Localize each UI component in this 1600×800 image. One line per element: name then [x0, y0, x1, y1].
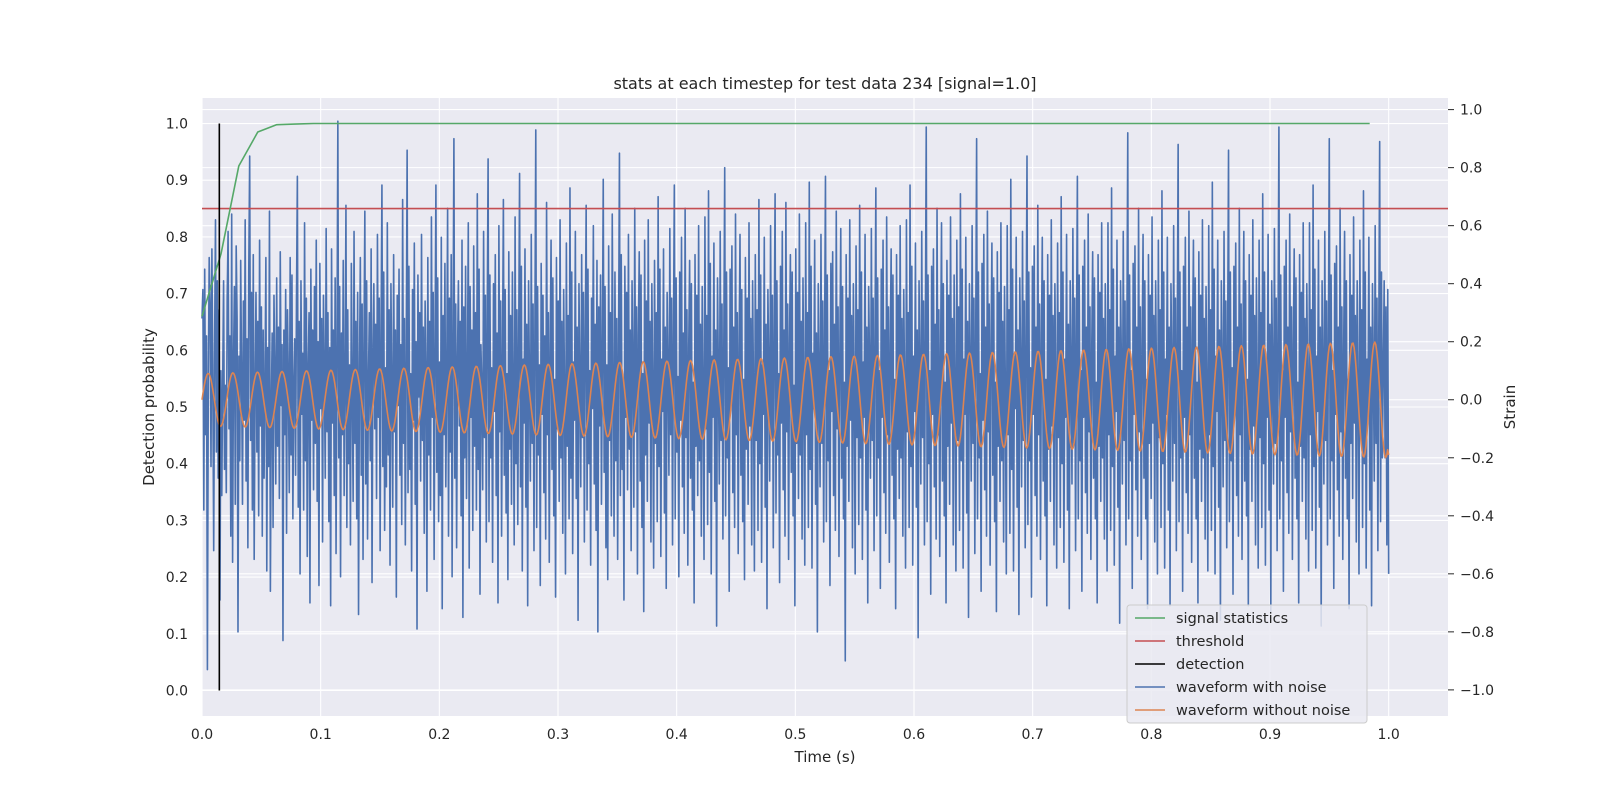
legend-box: [1126, 604, 1368, 724]
x-tick-label: 0.9: [1259, 727, 1281, 743]
y2-tick-label: −0.6: [1460, 567, 1494, 583]
x-tick-label: 0.5: [784, 727, 806, 743]
y2-tick-label: 0.8: [1460, 161, 1482, 177]
legend-item: threshold: [1135, 634, 1244, 650]
y2-tick-label: 0.6: [1460, 219, 1482, 235]
legend-item: waveform with noise: [1135, 680, 1327, 696]
x-tick-label: 0.4: [666, 727, 688, 743]
y-tick-label: 0.9: [166, 173, 188, 189]
legend-item: waveform without noise: [1135, 703, 1350, 719]
y-tick-label: 0.7: [166, 287, 188, 303]
x-tick-label: 0.1: [310, 727, 332, 743]
series-waveform-without-noise: [201, 341, 1390, 459]
y2-axis-ticks: −1.0 −0.8 −0.6 −0.4 −0.2 0.0 0.2 0.4 0.6 0.8 1.0: [1448, 103, 1494, 699]
legend-label: detection: [1176, 657, 1244, 673]
y-tick-label: 0.8: [166, 230, 188, 246]
y-axis-label: Detection probability: [140, 328, 158, 486]
y-tick-label: 0.0: [166, 683, 188, 699]
legend-item: signal statistics: [1135, 611, 1288, 627]
y2-tick-label: 0.2: [1460, 335, 1482, 351]
legend-item: detection: [1135, 657, 1244, 673]
chart-title: stats at each timestep for test data 234…: [613, 74, 1036, 93]
legend: signal statistics threshold detection wa…: [1126, 604, 1368, 724]
y-axis-ticks: 0.0 0.1 0.2 0.3 0.4 0.5 0.6 0.7 0.8 0.9 1.0: [166, 117, 188, 700]
y2-tick-label: 1.0: [1460, 103, 1482, 119]
series-waveform-with-noise: [201, 120, 1390, 671]
series-signal-statistics: [201, 122, 1370, 317]
x-tick-label: 0.3: [547, 727, 569, 743]
y2-tick-label: −0.8: [1460, 625, 1494, 641]
legend-label: waveform with noise: [1176, 680, 1327, 696]
x-axis-label: Time (s): [794, 748, 856, 766]
x-tick-label: 0.0: [191, 727, 213, 743]
x-axis-ticks: 0.0 0.1 0.2 0.3 0.4 0.5 0.6 0.7 0.8 0.9 1.0: [191, 727, 1400, 743]
legend-label: waveform without noise: [1176, 703, 1350, 719]
series-layer: [201, 120, 1448, 691]
y2-tick-label: −0.4: [1460, 509, 1494, 525]
y2-tick-label: 0.4: [1460, 277, 1482, 293]
legend-label: signal statistics: [1176, 611, 1288, 627]
y2-tick-label: 0.0: [1460, 393, 1482, 409]
y-tick-label: 0.1: [166, 627, 188, 643]
y-tick-label: 0.4: [166, 457, 188, 473]
y-tick-label: 0.2: [166, 570, 188, 586]
x-tick-label: 1.0: [1378, 727, 1400, 743]
x-tick-label: 0.7: [1022, 727, 1044, 743]
y2-axis-label: Strain: [1501, 385, 1519, 429]
y-tick-label: 0.6: [166, 343, 188, 359]
y2-tick-label: −1.0: [1460, 683, 1494, 699]
x-tick-label: 0.8: [1140, 727, 1162, 743]
y2-tick-label: −0.2: [1460, 451, 1494, 467]
x-tick-label: 0.6: [903, 727, 925, 743]
legend-label: threshold: [1176, 634, 1244, 650]
x-tick-label: 0.2: [428, 727, 450, 743]
y-tick-label: 0.5: [166, 400, 188, 416]
y-tick-label: 1.0: [166, 117, 188, 133]
y-tick-label: 0.3: [166, 513, 188, 529]
